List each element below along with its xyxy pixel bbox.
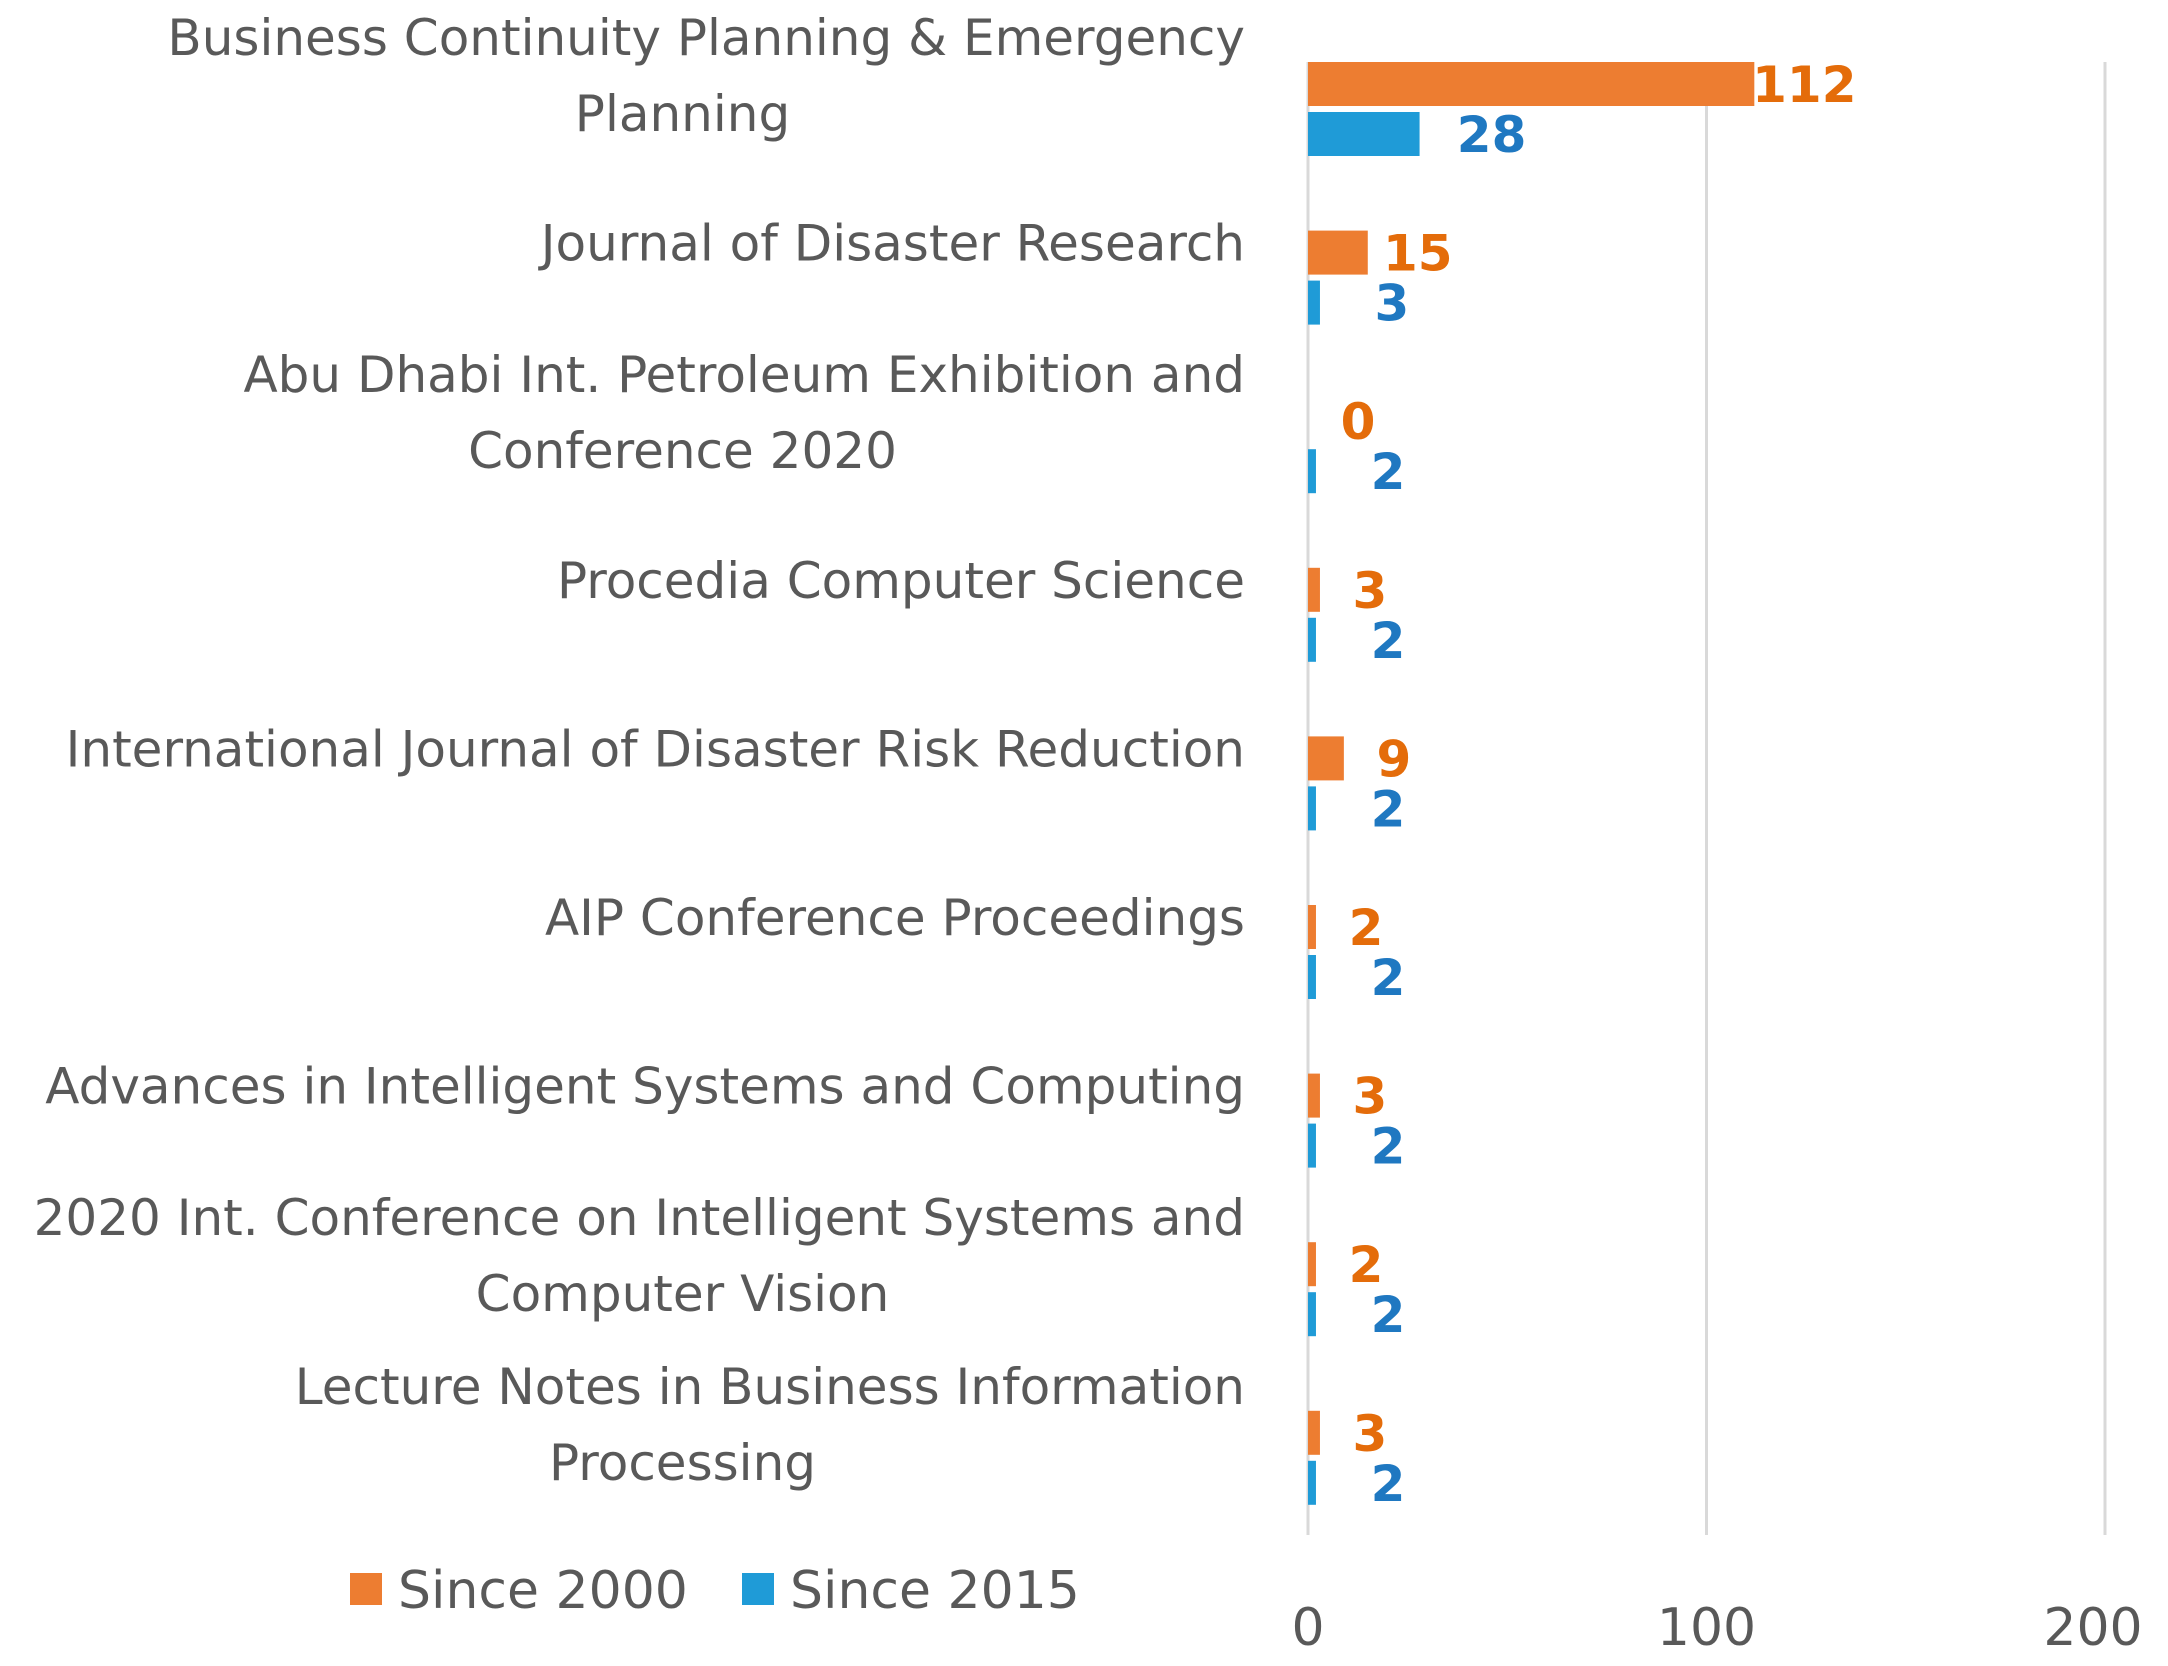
legend-label-since-2000: Since 2000 bbox=[398, 1561, 688, 1621]
bar-since-2015 bbox=[1308, 449, 1316, 494]
bar-since-2000 bbox=[1308, 1410, 1320, 1455]
bar-since-2000 bbox=[1308, 1073, 1320, 1118]
data-label-since-2015: 2 bbox=[1371, 612, 1406, 670]
bar-since-2000 bbox=[1308, 230, 1368, 275]
category-labels: Business Continuity Planning & Emergency… bbox=[34, 9, 1245, 1492]
bar-since-2015 bbox=[1308, 617, 1316, 662]
data-label-since-2000: 2 bbox=[1349, 899, 1384, 957]
x-tick-label: 200 bbox=[2043, 1598, 2142, 1658]
data-label-since-2000: 112 bbox=[1752, 56, 1856, 114]
bar-since-2000 bbox=[1308, 62, 1755, 106]
data-label-since-2015: 2 bbox=[1371, 1286, 1406, 1344]
bar-since-2000 bbox=[1308, 1242, 1316, 1287]
bar-since-2000 bbox=[1308, 905, 1316, 949]
legend-swatch-since-2000 bbox=[350, 1573, 382, 1605]
legend-label-since-2015: Since 2015 bbox=[790, 1561, 1080, 1621]
category-label: Business Continuity Planning & Emergency bbox=[167, 9, 1245, 67]
category-label: AIP Conference Proceedings bbox=[545, 889, 1245, 947]
data-label-since-2000: 15 bbox=[1383, 225, 1453, 283]
category-label: Advances in Intelligent Systems and Comp… bbox=[45, 1058, 1245, 1116]
bar-since-2015 bbox=[1308, 786, 1316, 831]
category-label: International Journal of Disaster Risk R… bbox=[66, 720, 1245, 778]
category-label: 2020 Int. Conference on Intelligent Syst… bbox=[34, 1189, 1245, 1247]
data-label-since-2015: 2 bbox=[1371, 780, 1406, 838]
legend: Since 2000 Since 2015 bbox=[350, 1561, 1080, 1621]
data-label-since-2000: 9 bbox=[1376, 730, 1411, 788]
category-label: Journal of Disaster Research bbox=[538, 215, 1245, 273]
x-tick-label: 0 bbox=[1291, 1598, 1324, 1658]
data-label-since-2000: 3 bbox=[1353, 1068, 1388, 1126]
category-label: Abu Dhabi Int. Petroleum Exhibition and bbox=[243, 346, 1245, 404]
bar-since-2000 bbox=[1308, 567, 1320, 612]
gridlines bbox=[1306, 62, 2107, 1535]
data-label-since-2000: 3 bbox=[1353, 1405, 1388, 1463]
category-label: Computer Vision bbox=[476, 1265, 890, 1323]
data-label-since-2015: 2 bbox=[1371, 443, 1406, 501]
category-label: Procedia Computer Science bbox=[557, 552, 1245, 610]
bar-since-2000 bbox=[1308, 736, 1344, 781]
x-tick-label: 100 bbox=[1657, 1598, 1756, 1658]
bar-since-2015 bbox=[1308, 280, 1320, 325]
bar-since-2015 bbox=[1308, 1460, 1316, 1505]
category-label: Lecture Notes in Business Information bbox=[295, 1358, 1245, 1416]
bar-since-2015 bbox=[1308, 955, 1316, 999]
category-label: Conference 2020 bbox=[468, 422, 897, 480]
x-axis-tick-labels: 0 100 200 bbox=[1291, 1598, 2142, 1658]
data-label-since-2015: 3 bbox=[1375, 275, 1410, 333]
legend-swatch-since-2015 bbox=[742, 1573, 774, 1605]
data-label-since-2015: 2 bbox=[1371, 1455, 1406, 1513]
category-label: Planning bbox=[575, 85, 790, 143]
category-label: Processing bbox=[549, 1434, 816, 1492]
data-label-since-2015: 2 bbox=[1371, 1118, 1406, 1176]
data-label-since-2000: 3 bbox=[1353, 562, 1388, 620]
data-label-since-2015: 2 bbox=[1371, 949, 1406, 1007]
data-label-since-2000: 0 bbox=[1341, 393, 1376, 451]
data-label-since-2000: 2 bbox=[1349, 1236, 1384, 1294]
bar-since-2015 bbox=[1308, 1123, 1316, 1168]
data-label-since-2015: 28 bbox=[1457, 106, 1527, 164]
bar-since-2015 bbox=[1308, 112, 1420, 156]
bar-since-2015 bbox=[1308, 1292, 1316, 1337]
